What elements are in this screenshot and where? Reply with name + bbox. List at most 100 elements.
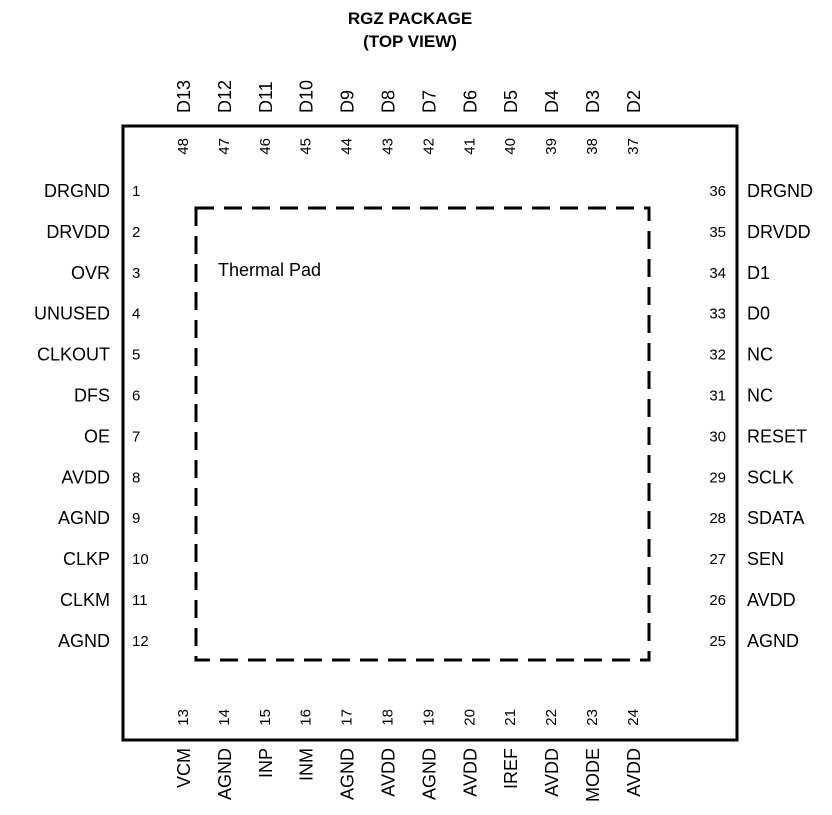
pin-number-right: 34 — [709, 265, 726, 282]
pin-number-top: 39 — [543, 138, 560, 155]
pin-name-top: D5 — [501, 90, 521, 113]
pin-name-right: AGND — [747, 631, 799, 651]
pin-number-top: 46 — [257, 138, 274, 155]
pin-name-left: CLKOUT — [37, 345, 110, 365]
pin-name-right: NC — [747, 386, 773, 406]
pin-name-left: CLKP — [63, 549, 110, 569]
pin-name-top: D9 — [338, 90, 358, 113]
pin-name-right: DRVDD — [747, 222, 811, 242]
pin-name-left: OE — [84, 426, 110, 446]
pin-number-bottom: 16 — [298, 709, 315, 726]
pin-name-bottom: AVDD — [460, 748, 480, 797]
pin-name-left: DRGND — [44, 181, 110, 201]
pin-number-bottom: 24 — [625, 709, 642, 726]
pin-number-left: 8 — [132, 469, 140, 486]
pin-name-right: DRGND — [747, 181, 813, 201]
pin-number-bottom: 20 — [461, 709, 478, 726]
pin-name-top: D10 — [297, 80, 317, 113]
pin-name-bottom: INP — [256, 748, 276, 778]
pin-number-right: 33 — [709, 306, 726, 323]
pin-number-left: 9 — [132, 510, 140, 527]
pin-name-top: D8 — [379, 90, 399, 113]
pin-name-bottom: IREF — [501, 748, 521, 789]
pin-name-top: D13 — [174, 80, 194, 113]
pin-number-left: 11 — [132, 592, 148, 609]
pin-name-bottom: AGND — [419, 748, 439, 800]
pin-name-right: RESET — [747, 426, 807, 446]
pin-name-right: SCLK — [747, 467, 794, 487]
pin-name-bottom: AVDD — [542, 748, 562, 797]
pin-number-bottom: 23 — [584, 709, 601, 726]
pin-name-right: SDATA — [747, 508, 804, 528]
pin-number-left: 6 — [132, 388, 140, 405]
pin-number-bottom: 21 — [502, 709, 519, 726]
pin-number-left: 12 — [132, 633, 149, 650]
pin-name-top: D11 — [256, 81, 276, 113]
pin-name-left: AGND — [58, 631, 110, 651]
pin-number-left: 10 — [132, 551, 149, 568]
pin-number-bottom: 14 — [216, 709, 233, 726]
pin-number-top: 41 — [461, 138, 478, 155]
pin-number-right: 25 — [709, 633, 726, 650]
pin-number-right: 29 — [709, 469, 726, 486]
pin-name-left: AVDD — [61, 467, 110, 487]
pin-number-right: 28 — [709, 510, 726, 527]
pin-number-right: 35 — [709, 224, 726, 241]
pin-number-bottom: 22 — [543, 709, 560, 726]
pin-name-left: UNUSED — [34, 304, 110, 324]
pin-number-top: 43 — [380, 138, 397, 155]
pin-number-left: 3 — [132, 265, 140, 282]
pin-name-top: D12 — [215, 80, 235, 113]
pin-number-left: 2 — [132, 224, 140, 241]
pin-name-right: D0 — [747, 304, 770, 324]
pin-name-top: D7 — [419, 90, 439, 113]
pin-number-top: 40 — [502, 138, 519, 155]
pin-number-top: 42 — [420, 138, 437, 155]
pin-number-left: 4 — [132, 306, 140, 323]
pin-name-left: OVR — [71, 263, 110, 283]
pin-number-left: 7 — [132, 428, 140, 445]
pin-number-right: 27 — [709, 551, 726, 568]
pin-name-left: CLKM — [60, 590, 110, 610]
pin-name-right: D1 — [747, 263, 770, 283]
pin-name-left: DFS — [74, 386, 110, 406]
pin-name-left: DRVDD — [46, 222, 110, 242]
pin-number-top: 45 — [298, 138, 315, 155]
pin-number-bottom: 15 — [257, 709, 274, 726]
pin-name-top: D6 — [460, 90, 480, 113]
pin-number-right: 36 — [709, 183, 726, 200]
pin-number-left: 5 — [132, 347, 140, 364]
pin-name-bottom: AGND — [338, 748, 358, 800]
pin-number-top: 48 — [175, 138, 192, 155]
pin-name-right: NC — [747, 345, 773, 365]
pin-name-top: D2 — [624, 90, 644, 113]
pin-name-right: SEN — [747, 549, 784, 569]
pin-number-bottom: 13 — [175, 709, 192, 726]
thermal-pad-label: Thermal Pad — [218, 260, 321, 280]
pin-name-bottom: MODE — [583, 748, 603, 802]
pin-number-bottom: 18 — [380, 709, 397, 726]
package-title: RGZ PACKAGE — [348, 9, 472, 28]
pin-number-right: 32 — [709, 347, 726, 364]
pin-number-bottom: 19 — [420, 709, 437, 726]
package-body — [121, 124, 739, 742]
pin-number-top: 38 — [584, 138, 601, 155]
pin-name-bottom: AVDD — [379, 748, 399, 797]
pin-name-top: D3 — [583, 90, 603, 113]
pin-name-bottom: INM — [297, 748, 317, 781]
pin-number-right: 31 — [709, 388, 726, 405]
pin-number-top: 37 — [625, 138, 642, 155]
pin-name-right: AVDD — [747, 590, 796, 610]
pin-name-bottom: AVDD — [624, 748, 644, 797]
package-view: (TOP VIEW) — [363, 32, 457, 51]
pin-number-bottom: 17 — [339, 709, 356, 726]
pin-name-bottom: AGND — [215, 748, 235, 800]
pin-number-right: 30 — [709, 428, 726, 445]
pin-name-bottom: VCM — [174, 748, 194, 788]
pin-name-left: AGND — [58, 508, 110, 528]
thermal-pad-outline — [194, 206, 651, 662]
pin-group: DRGND 1 DRVDD 2 OVR 3 UNUSED 4 CLKOUT 5 DFS 6 OE 7 AVD… — [34, 80, 813, 802]
pin-name-top: D4 — [542, 90, 562, 113]
pin-number-left: 1 — [132, 183, 140, 200]
